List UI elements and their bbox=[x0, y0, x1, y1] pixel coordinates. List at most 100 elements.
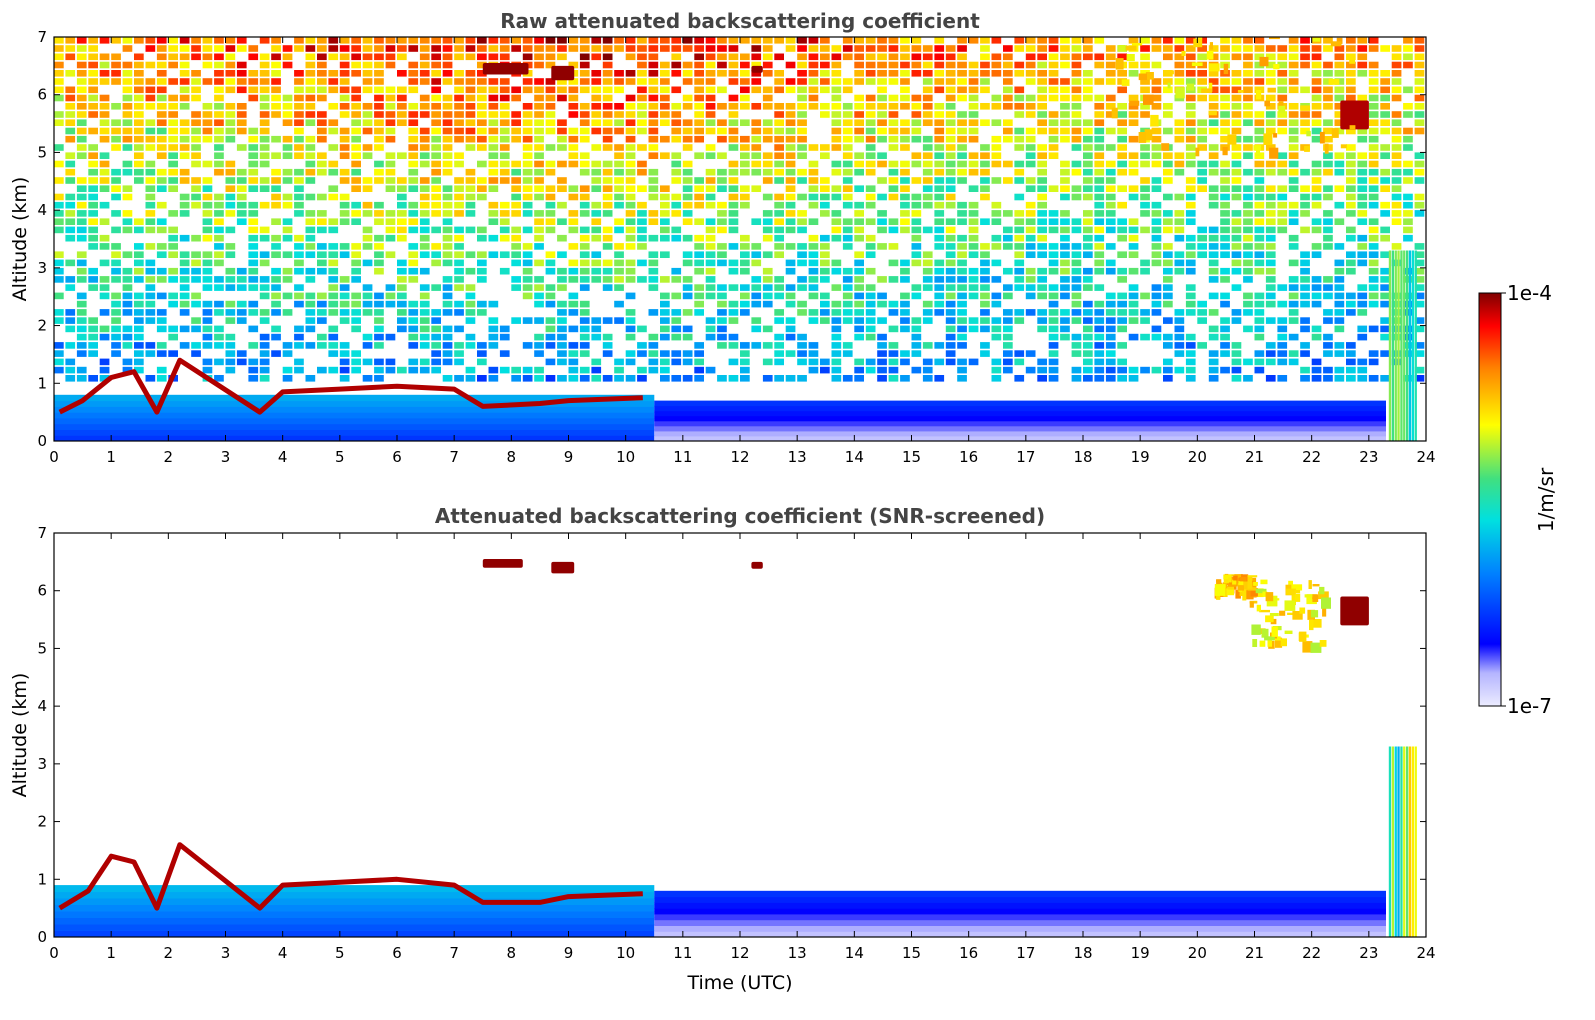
noise-cell bbox=[922, 152, 933, 159]
noise-cell bbox=[259, 61, 270, 69]
noise-cell bbox=[1048, 135, 1059, 143]
noise-cell bbox=[888, 342, 899, 349]
noise-cell bbox=[1174, 168, 1185, 176]
noise-cell bbox=[305, 309, 316, 316]
noise-cell bbox=[980, 309, 990, 316]
noise-cell bbox=[1060, 284, 1070, 291]
noise-cell bbox=[1288, 160, 1299, 168]
noise-cell bbox=[54, 218, 64, 225]
noise-cell bbox=[957, 292, 967, 300]
noise-cell bbox=[511, 276, 521, 283]
noise-cell bbox=[65, 152, 76, 159]
noise-cell bbox=[865, 267, 876, 275]
noise-cell bbox=[762, 284, 773, 291]
noise-cell bbox=[614, 251, 624, 258]
noise-cell bbox=[1037, 193, 1047, 201]
noise-cell bbox=[591, 234, 602, 242]
column-strip bbox=[1397, 746, 1400, 937]
noise-cell bbox=[385, 251, 396, 258]
noise-cell bbox=[682, 61, 693, 69]
noise-cell bbox=[1334, 111, 1345, 118]
noise-cell bbox=[1414, 70, 1425, 77]
noise-cell bbox=[1105, 292, 1116, 300]
noise-cell bbox=[1094, 284, 1105, 291]
noise-cell bbox=[351, 135, 361, 143]
noise-cell bbox=[579, 152, 590, 159]
noise-cell bbox=[374, 201, 384, 209]
noise-cell bbox=[740, 284, 750, 291]
noise-cell bbox=[740, 366, 750, 374]
noise-cell bbox=[1288, 234, 1299, 242]
x-tick-label: 17 bbox=[1016, 448, 1035, 466]
noise-cell bbox=[762, 276, 773, 283]
noise-cell bbox=[1368, 45, 1379, 52]
noise-cell bbox=[1151, 201, 1162, 209]
noise-cell bbox=[591, 259, 602, 267]
noise-cell bbox=[1346, 342, 1356, 349]
noise-cell bbox=[328, 160, 339, 168]
noise-cell bbox=[282, 168, 293, 176]
noise-cell bbox=[637, 94, 647, 102]
noise-cell bbox=[808, 185, 819, 192]
noise-cell bbox=[351, 276, 361, 283]
noise-cell bbox=[671, 226, 682, 234]
noise-cell bbox=[419, 309, 430, 316]
noise-cell bbox=[808, 61, 819, 69]
column-strip bbox=[1391, 746, 1394, 937]
noise-cell bbox=[1185, 177, 1196, 184]
noise-cell bbox=[1391, 177, 1402, 184]
noise-cell bbox=[1197, 177, 1207, 184]
noise-cell bbox=[408, 243, 419, 250]
noise-cell bbox=[179, 177, 190, 184]
noise-cell bbox=[1071, 350, 1082, 357]
noise-cell bbox=[808, 259, 819, 267]
noise-cell bbox=[877, 366, 887, 374]
noise-cell bbox=[957, 325, 967, 333]
noise-cell bbox=[408, 160, 419, 168]
noise-cell bbox=[442, 325, 453, 333]
noise-cell bbox=[499, 78, 510, 85]
noise-cell bbox=[351, 210, 361, 217]
noise-cell bbox=[1254, 78, 1265, 85]
noise-cell bbox=[65, 127, 76, 135]
noise-cell bbox=[968, 103, 979, 110]
noise-cell bbox=[1014, 375, 1025, 382]
noise-cell bbox=[1323, 350, 1333, 357]
noise-cell bbox=[351, 218, 361, 225]
noise-cell bbox=[179, 152, 190, 159]
noise-cell bbox=[168, 292, 178, 300]
noise-cell bbox=[1311, 160, 1322, 168]
noise-cell bbox=[328, 45, 339, 52]
noise-cell bbox=[557, 135, 567, 143]
noise-cell bbox=[945, 78, 956, 85]
noise-cell bbox=[660, 350, 670, 357]
noise-cell bbox=[477, 185, 487, 192]
noise-cell bbox=[419, 358, 430, 366]
noise-cell bbox=[911, 234, 922, 242]
cloud-patch bbox=[1331, 128, 1339, 138]
noise-cell bbox=[820, 86, 830, 94]
noise-cell bbox=[774, 127, 784, 135]
noise-cell bbox=[99, 103, 110, 110]
noise-cell bbox=[1243, 144, 1253, 151]
noise-cell bbox=[740, 350, 750, 357]
noise-cell bbox=[934, 70, 945, 77]
noise-cell bbox=[728, 127, 739, 135]
noise-cell bbox=[1334, 86, 1345, 94]
noise-cell bbox=[820, 358, 830, 366]
noise-cell bbox=[568, 144, 579, 151]
noise-cell bbox=[168, 210, 178, 217]
noise-cell bbox=[122, 342, 133, 349]
noise-cell bbox=[202, 160, 213, 168]
noise-cell bbox=[1357, 358, 1368, 366]
noise-cell bbox=[511, 259, 521, 267]
noise-cell bbox=[1208, 45, 1219, 52]
noise-cell bbox=[179, 144, 190, 151]
noise-cell bbox=[1083, 185, 1093, 192]
noise-cell bbox=[1220, 185, 1230, 192]
cloud-feature bbox=[751, 561, 763, 569]
noise-cell bbox=[1288, 218, 1299, 225]
noise-cell bbox=[294, 135, 304, 143]
noise-cell bbox=[591, 160, 602, 168]
noise-cell bbox=[488, 168, 499, 176]
